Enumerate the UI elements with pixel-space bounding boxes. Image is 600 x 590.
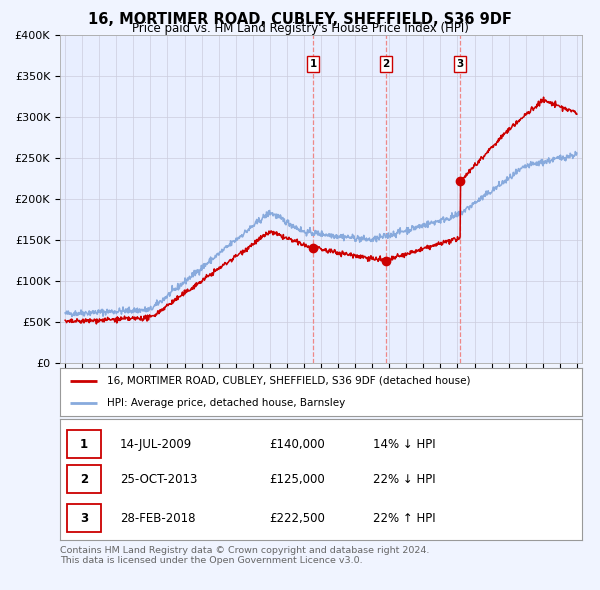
Text: £125,000: £125,000 <box>269 473 325 486</box>
Text: Contains HM Land Registry data © Crown copyright and database right 2024.: Contains HM Land Registry data © Crown c… <box>60 546 430 555</box>
FancyBboxPatch shape <box>67 466 101 493</box>
Text: 22% ↓ HPI: 22% ↓ HPI <box>373 473 436 486</box>
Text: This data is licensed under the Open Government Licence v3.0.: This data is licensed under the Open Gov… <box>60 556 362 565</box>
Text: 14% ↓ HPI: 14% ↓ HPI <box>373 438 436 451</box>
Text: 16, MORTIMER ROAD, CUBLEY, SHEFFIELD, S36 9DF (detached house): 16, MORTIMER ROAD, CUBLEY, SHEFFIELD, S3… <box>107 376 470 386</box>
Text: HPI: Average price, detached house, Barnsley: HPI: Average price, detached house, Barn… <box>107 398 345 408</box>
Text: Price paid vs. HM Land Registry's House Price Index (HPI): Price paid vs. HM Land Registry's House … <box>131 22 469 35</box>
Text: 1: 1 <box>80 438 88 451</box>
FancyBboxPatch shape <box>67 430 101 458</box>
Text: 3: 3 <box>457 59 464 69</box>
FancyBboxPatch shape <box>67 504 101 532</box>
Text: 1: 1 <box>310 59 317 69</box>
Text: 2: 2 <box>383 59 390 69</box>
Text: 14-JUL-2009: 14-JUL-2009 <box>120 438 192 451</box>
Text: 25-OCT-2013: 25-OCT-2013 <box>120 473 197 486</box>
Text: 28-FEB-2018: 28-FEB-2018 <box>120 512 196 525</box>
Text: 2: 2 <box>80 473 88 486</box>
Text: 3: 3 <box>80 512 88 525</box>
Text: £222,500: £222,500 <box>269 512 325 525</box>
Text: 16, MORTIMER ROAD, CUBLEY, SHEFFIELD, S36 9DF: 16, MORTIMER ROAD, CUBLEY, SHEFFIELD, S3… <box>88 12 512 27</box>
Text: £140,000: £140,000 <box>269 438 325 451</box>
Text: 22% ↑ HPI: 22% ↑ HPI <box>373 512 436 525</box>
